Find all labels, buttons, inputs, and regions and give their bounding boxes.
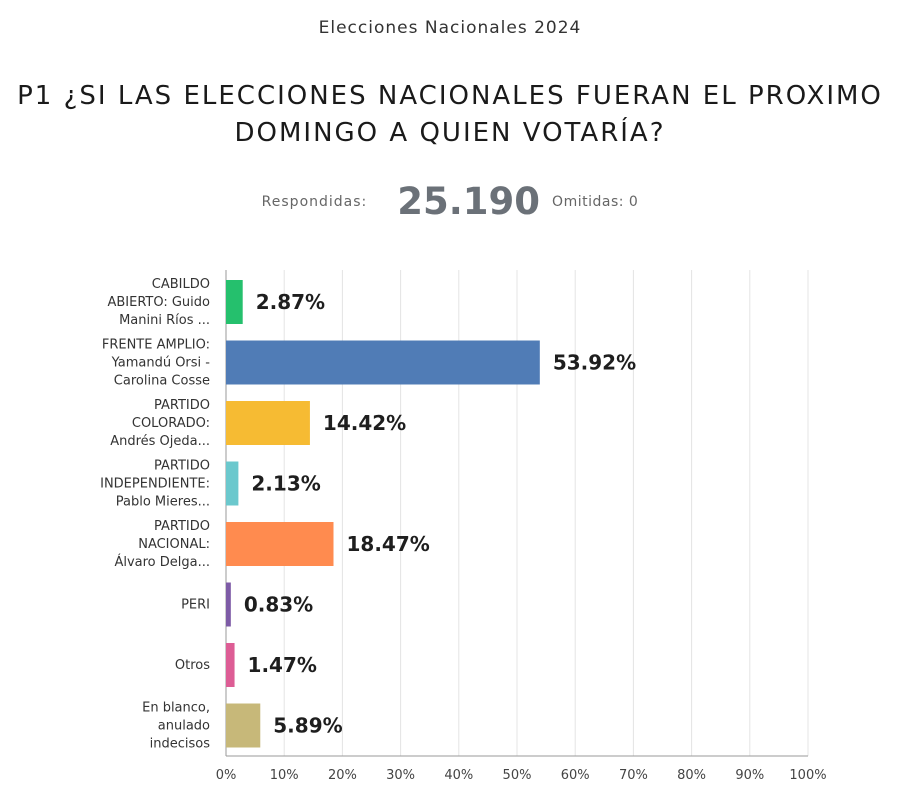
value-label: 0.83%: [244, 593, 313, 617]
x-tick-label: 50%: [503, 768, 532, 783]
category-label-line: Otros: [175, 658, 210, 673]
x-tick-label: 60%: [561, 768, 590, 783]
x-tick-label: 30%: [386, 768, 415, 783]
value-label: 14.42%: [323, 411, 406, 435]
value-label: 18.47%: [346, 532, 429, 556]
category-label: FRENTE AMPLIO: Yamandú Orsi - Carolina Cos…: [102, 338, 210, 389]
value-label: 2.87%: [256, 290, 325, 314]
category-label-line: PERI: [181, 598, 210, 613]
x-tick-label: 0%: [216, 768, 237, 783]
category-label-line: PARTIDO: [154, 459, 210, 474]
bar: [226, 401, 310, 445]
category-label-line: indecisos: [150, 737, 211, 752]
category-label-line: Pablo Mieres...: [116, 495, 210, 510]
category-label-line: INDEPENDIENTE:: [100, 477, 210, 492]
survey-name: Elecciones Nacionales 2024: [318, 18, 582, 38]
answered-label: Respondidas:: [261, 193, 368, 210]
bar: [226, 643, 235, 687]
x-tick-label: 40%: [444, 768, 473, 783]
category-label-line: Álvaro Delga...: [114, 554, 210, 570]
category-label-line: Yamandú Orsi -: [111, 356, 211, 371]
question-title-line-2: DOMINGO A QUIEN VOTARÍA?: [234, 118, 666, 148]
value-label: 5.89%: [273, 714, 342, 738]
x-tick-label: 90%: [735, 768, 764, 783]
results-bar-chart: 0% 10% 20% 30% 40% 50% 60% 70% 80% 90% 100% 2.87% CA…: [100, 270, 827, 783]
question-title-line-1: P1 ¿SI LAS ELECCIONES NACIONALES FUERAN …: [17, 81, 883, 111]
category-label-line: PARTIDO: [154, 519, 210, 534]
bar: [226, 582, 231, 627]
x-tick-label: 70%: [619, 768, 648, 783]
category-label-line: CABILDO: [152, 277, 210, 292]
category-label-line: COLORADO:: [132, 416, 210, 431]
question-title: P1 ¿SI LAS ELECCIONES NACIONALES FUERAN …: [0, 78, 900, 152]
category-label: PARTIDO NACIONAL: Álvaro Delga...: [114, 519, 210, 570]
category-label-line: Andrés Ojeda...: [110, 434, 210, 449]
category-label-line: NACIONAL:: [138, 537, 210, 552]
answered-count: 25.190: [397, 180, 541, 223]
bar: [226, 280, 243, 324]
category-label: Otros: [175, 658, 210, 673]
value-label: 1.47%: [248, 653, 317, 677]
category-label: PARTIDO COLORADO: Andrés Ojeda...: [110, 398, 210, 449]
category-label-line: En blanco,: [142, 701, 210, 716]
skipped-count: Omitidas: 0: [552, 193, 639, 210]
category-label: En blanco, anulado indecisos: [142, 701, 210, 752]
category-label-line: Manini Ríos ...: [119, 313, 210, 328]
category-label-line: PARTIDO: [154, 398, 210, 413]
bar: [226, 461, 239, 506]
category-label-line: Carolina Cosse: [114, 374, 210, 389]
x-tick-label: 100%: [789, 768, 826, 783]
category-label-line: FRENTE AMPLIO:: [102, 338, 210, 353]
category-label: CABILDO ABIERTO: Guido Manini Ríos ...: [107, 277, 210, 328]
category-label: PERI: [181, 598, 210, 613]
bar: [226, 522, 334, 566]
x-tick-label: 80%: [677, 768, 706, 783]
response-stats: Respondidas: 25.190 Omitidas: 0: [0, 180, 900, 223]
category-label-line: ABIERTO: Guido: [107, 295, 210, 310]
category-label-line: anulado: [158, 719, 210, 734]
value-label: 53.92%: [553, 351, 636, 375]
x-tick-label: 10%: [270, 768, 299, 783]
category-label: PARTIDO INDEPENDIENTE: Pablo Mieres...: [100, 459, 210, 510]
value-label: 2.13%: [251, 472, 320, 496]
bar: [226, 340, 540, 385]
bar: [226, 703, 261, 748]
x-tick-label: 20%: [328, 768, 357, 783]
